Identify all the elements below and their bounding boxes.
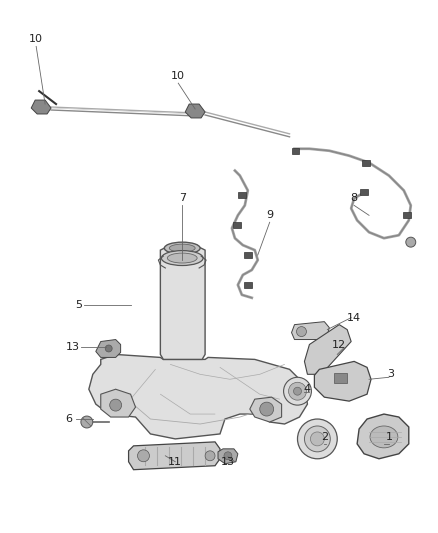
Ellipse shape	[170, 244, 195, 252]
Polygon shape	[357, 414, 409, 459]
Text: 7: 7	[179, 193, 186, 204]
Circle shape	[138, 450, 149, 462]
Polygon shape	[304, 325, 351, 374]
Circle shape	[110, 399, 122, 411]
Polygon shape	[244, 282, 252, 288]
Text: 11: 11	[168, 457, 182, 467]
Polygon shape	[250, 397, 282, 422]
Text: 9: 9	[266, 211, 273, 220]
Polygon shape	[292, 321, 329, 340]
Polygon shape	[292, 148, 300, 154]
Circle shape	[224, 452, 232, 460]
Text: 10: 10	[29, 35, 43, 44]
Circle shape	[406, 237, 416, 247]
Ellipse shape	[370, 426, 398, 448]
Circle shape	[293, 387, 301, 395]
Polygon shape	[185, 104, 205, 118]
Text: 2: 2	[321, 432, 328, 442]
Polygon shape	[403, 212, 411, 219]
Text: 4: 4	[304, 384, 311, 394]
Text: 1: 1	[385, 432, 392, 442]
Text: 10: 10	[171, 71, 185, 81]
Polygon shape	[31, 100, 51, 114]
Circle shape	[81, 416, 93, 428]
Polygon shape	[101, 389, 135, 417]
Text: 14: 14	[347, 313, 361, 322]
Circle shape	[260, 402, 274, 416]
Circle shape	[289, 382, 307, 400]
Text: 8: 8	[350, 193, 358, 204]
Ellipse shape	[164, 242, 200, 254]
Text: 13: 13	[221, 457, 235, 467]
Polygon shape	[218, 449, 238, 464]
Polygon shape	[334, 373, 347, 383]
Circle shape	[283, 377, 311, 405]
Text: 6: 6	[65, 414, 72, 424]
Text: 13: 13	[66, 343, 80, 352]
Polygon shape	[96, 340, 120, 358]
Polygon shape	[360, 190, 368, 196]
Circle shape	[297, 327, 307, 336]
Polygon shape	[89, 354, 307, 439]
Polygon shape	[362, 160, 370, 166]
Circle shape	[205, 451, 215, 461]
Circle shape	[297, 419, 337, 459]
Ellipse shape	[167, 253, 197, 263]
Polygon shape	[244, 252, 252, 258]
Text: 3: 3	[387, 369, 394, 379]
Polygon shape	[160, 245, 205, 359]
Polygon shape	[314, 361, 371, 401]
Polygon shape	[129, 442, 220, 470]
Circle shape	[311, 432, 324, 446]
Text: 12: 12	[332, 340, 346, 350]
Circle shape	[105, 345, 112, 352]
Text: 5: 5	[75, 300, 82, 310]
Circle shape	[304, 426, 330, 452]
Ellipse shape	[161, 251, 203, 265]
Polygon shape	[238, 192, 246, 198]
Polygon shape	[233, 222, 241, 228]
